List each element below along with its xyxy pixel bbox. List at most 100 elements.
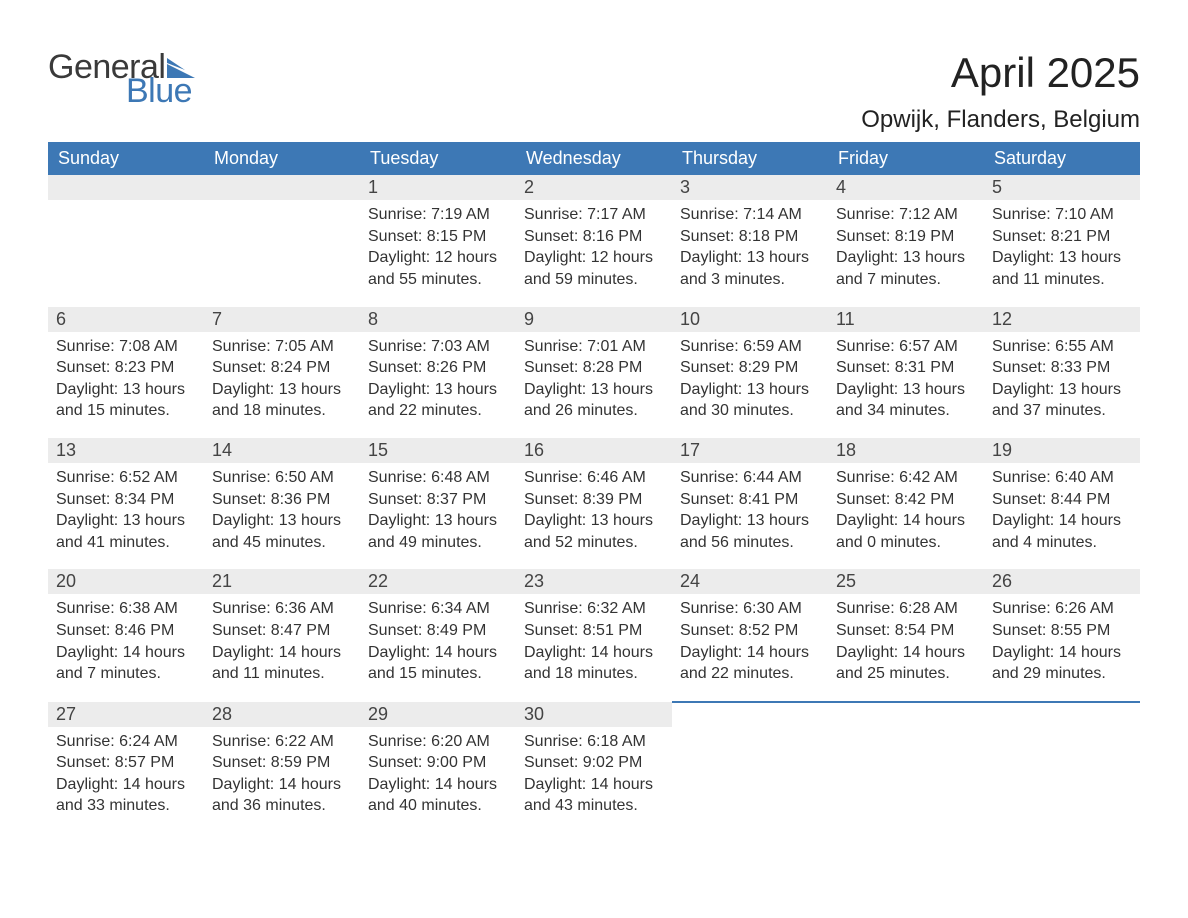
- day-info-line: Sunset: 8:18 PM: [680, 226, 820, 248]
- day-content-cell: Sunrise: 6:50 AMSunset: 8:36 PMDaylight:…: [204, 463, 360, 569]
- day-number-cell: 15: [360, 438, 516, 463]
- day-info-line: Sunrise: 6:55 AM: [992, 336, 1132, 358]
- day-content-cell: Sunrise: 7:10 AMSunset: 8:21 PMDaylight:…: [984, 200, 1140, 306]
- day-content-cell: Sunrise: 6:52 AMSunset: 8:34 PMDaylight:…: [48, 463, 204, 569]
- day-info-line: Daylight: 14 hours and 4 minutes.: [992, 510, 1132, 553]
- day-number-cell: 23: [516, 569, 672, 594]
- day-number-cell: 24: [672, 569, 828, 594]
- day-info-line: Sunrise: 6:52 AM: [56, 467, 196, 489]
- day-info-line: Daylight: 14 hours and 43 minutes.: [524, 774, 664, 817]
- weekday-header: Friday: [828, 142, 984, 175]
- day-info-line: Sunrise: 6:30 AM: [680, 598, 820, 620]
- day-info-line: Daylight: 13 hours and 26 minutes.: [524, 379, 664, 422]
- day-number-row: 13141516171819: [48, 438, 1140, 463]
- day-number-cell: [204, 175, 360, 200]
- day-info-line: Daylight: 13 hours and 49 minutes.: [368, 510, 508, 553]
- day-number-cell: 27: [48, 702, 204, 727]
- location-text: Opwijk, Flanders, Belgium: [861, 106, 1140, 134]
- day-number-cell: 16: [516, 438, 672, 463]
- day-number-cell: 14: [204, 438, 360, 463]
- day-info-line: Sunrise: 6:46 AM: [524, 467, 664, 489]
- day-number-cell: 21: [204, 569, 360, 594]
- day-content-cell: Sunrise: 6:20 AMSunset: 9:00 PMDaylight:…: [360, 727, 516, 833]
- day-info-line: Daylight: 14 hours and 36 minutes.: [212, 774, 352, 817]
- day-info-line: Daylight: 14 hours and 33 minutes.: [56, 774, 196, 817]
- day-info-line: Sunrise: 6:44 AM: [680, 467, 820, 489]
- day-info-line: Daylight: 14 hours and 0 minutes.: [836, 510, 976, 553]
- weekday-header: Thursday: [672, 142, 828, 175]
- day-info-line: Sunset: 9:00 PM: [368, 752, 508, 774]
- day-info-line: Sunset: 8:26 PM: [368, 357, 508, 379]
- day-info-line: Sunrise: 6:42 AM: [836, 467, 976, 489]
- day-info-line: Sunset: 8:39 PM: [524, 489, 664, 511]
- day-content-row: Sunrise: 6:24 AMSunset: 8:57 PMDaylight:…: [48, 727, 1140, 833]
- day-info-line: Sunset: 8:41 PM: [680, 489, 820, 511]
- day-number-cell: [828, 702, 984, 727]
- day-content-cell: Sunrise: 6:40 AMSunset: 8:44 PMDaylight:…: [984, 463, 1140, 569]
- day-info-line: Sunrise: 6:32 AM: [524, 598, 664, 620]
- weekday-header: Monday: [204, 142, 360, 175]
- day-content-cell: Sunrise: 7:17 AMSunset: 8:16 PMDaylight:…: [516, 200, 672, 306]
- day-number-cell: 8: [360, 307, 516, 332]
- day-info-line: Sunset: 8:52 PM: [680, 620, 820, 642]
- day-info-line: Sunrise: 7:17 AM: [524, 204, 664, 226]
- day-info-line: Sunrise: 6:18 AM: [524, 731, 664, 753]
- day-content-row: Sunrise: 6:38 AMSunset: 8:46 PMDaylight:…: [48, 594, 1140, 701]
- day-info-line: Daylight: 13 hours and 15 minutes.: [56, 379, 196, 422]
- weekday-header: Saturday: [984, 142, 1140, 175]
- day-number-row: 20212223242526: [48, 569, 1140, 594]
- day-info-line: Daylight: 14 hours and 7 minutes.: [56, 642, 196, 685]
- day-number-cell: 11: [828, 307, 984, 332]
- title-block: April 2025 Opwijk, Flanders, Belgium: [861, 50, 1140, 134]
- day-info-line: Sunset: 8:33 PM: [992, 357, 1132, 379]
- day-content-cell: Sunrise: 6:44 AMSunset: 8:41 PMDaylight:…: [672, 463, 828, 569]
- day-number-cell: 17: [672, 438, 828, 463]
- day-number-cell: 19: [984, 438, 1140, 463]
- day-info-line: Sunrise: 7:10 AM: [992, 204, 1132, 226]
- day-info-line: Daylight: 13 hours and 37 minutes.: [992, 379, 1132, 422]
- day-info-line: Sunrise: 6:36 AM: [212, 598, 352, 620]
- day-info-line: Sunrise: 6:59 AM: [680, 336, 820, 358]
- day-info-line: Sunrise: 6:40 AM: [992, 467, 1132, 489]
- day-info-line: Sunset: 8:47 PM: [212, 620, 352, 642]
- day-info-line: Sunset: 8:16 PM: [524, 226, 664, 248]
- day-info-line: Sunrise: 6:28 AM: [836, 598, 976, 620]
- day-content-cell: Sunrise: 7:19 AMSunset: 8:15 PMDaylight:…: [360, 200, 516, 306]
- day-content-cell: Sunrise: 6:30 AMSunset: 8:52 PMDaylight:…: [672, 594, 828, 701]
- day-info-line: Daylight: 14 hours and 15 minutes.: [368, 642, 508, 685]
- weekday-header: Wednesday: [516, 142, 672, 175]
- day-content-cell: [828, 727, 984, 833]
- day-info-line: Daylight: 14 hours and 11 minutes.: [212, 642, 352, 685]
- day-info-line: Daylight: 13 hours and 41 minutes.: [56, 510, 196, 553]
- day-number-cell: 4: [828, 175, 984, 200]
- day-number-cell: 26: [984, 569, 1140, 594]
- day-info-line: Sunrise: 6:26 AM: [992, 598, 1132, 620]
- day-content-cell: Sunrise: 7:12 AMSunset: 8:19 PMDaylight:…: [828, 200, 984, 306]
- day-info-line: Sunrise: 6:20 AM: [368, 731, 508, 753]
- day-info-line: Daylight: 13 hours and 11 minutes.: [992, 247, 1132, 290]
- day-info-line: Sunset: 8:55 PM: [992, 620, 1132, 642]
- day-info-line: Daylight: 13 hours and 34 minutes.: [836, 379, 976, 422]
- day-content-cell: Sunrise: 6:34 AMSunset: 8:49 PMDaylight:…: [360, 594, 516, 701]
- day-content-cell: Sunrise: 6:48 AMSunset: 8:37 PMDaylight:…: [360, 463, 516, 569]
- day-content-row: Sunrise: 6:52 AMSunset: 8:34 PMDaylight:…: [48, 463, 1140, 569]
- day-info-line: Sunrise: 6:38 AM: [56, 598, 196, 620]
- day-info-line: Sunset: 8:34 PM: [56, 489, 196, 511]
- day-content-cell: Sunrise: 6:42 AMSunset: 8:42 PMDaylight:…: [828, 463, 984, 569]
- day-info-line: Sunrise: 6:22 AM: [212, 731, 352, 753]
- day-number-cell: 1: [360, 175, 516, 200]
- day-number-cell: 25: [828, 569, 984, 594]
- day-info-line: Sunset: 8:28 PM: [524, 357, 664, 379]
- day-info-line: Daylight: 13 hours and 56 minutes.: [680, 510, 820, 553]
- day-info-line: Sunset: 8:24 PM: [212, 357, 352, 379]
- calendar-page: General Blue April 2025 Opwijk, Flanders…: [0, 0, 1188, 873]
- day-number-row: 6789101112: [48, 307, 1140, 332]
- day-info-line: Sunrise: 6:48 AM: [368, 467, 508, 489]
- day-info-line: Daylight: 13 hours and 30 minutes.: [680, 379, 820, 422]
- day-content-cell: Sunrise: 6:38 AMSunset: 8:46 PMDaylight:…: [48, 594, 204, 701]
- day-content-cell: Sunrise: 6:26 AMSunset: 8:55 PMDaylight:…: [984, 594, 1140, 701]
- day-number-cell: 2: [516, 175, 672, 200]
- day-info-line: Sunrise: 7:01 AM: [524, 336, 664, 358]
- day-info-line: Daylight: 13 hours and 18 minutes.: [212, 379, 352, 422]
- day-content-row: Sunrise: 7:19 AMSunset: 8:15 PMDaylight:…: [48, 200, 1140, 306]
